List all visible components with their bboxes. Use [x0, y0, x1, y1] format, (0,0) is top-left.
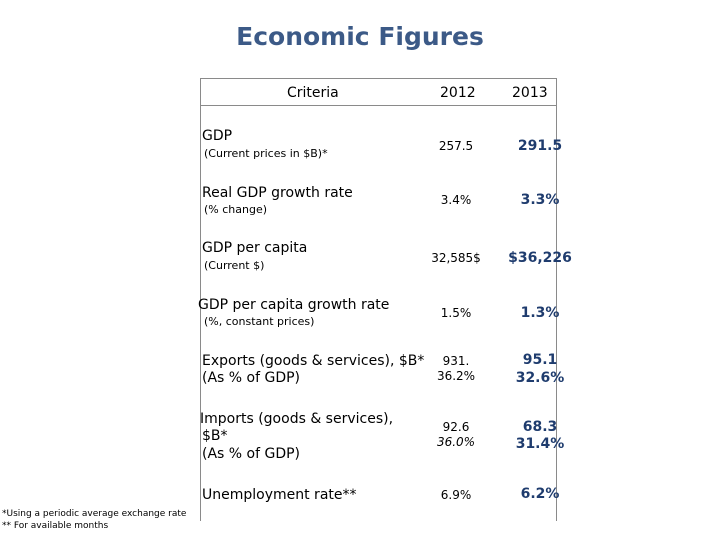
- value-2013-share: 32.6%: [515, 370, 565, 386]
- value-2013: 95.1: [522, 352, 558, 368]
- header-criteria: Criteria: [287, 85, 339, 101]
- row-sublabel: (% change): [204, 203, 268, 216]
- row-label-line1: Exports (goods & services), $B*: [202, 353, 425, 369]
- footnote-available-months: ** For available months: [2, 521, 109, 531]
- value-2012: 1.5%: [440, 306, 472, 320]
- value-2012: 257.5: [438, 139, 474, 153]
- value-2013: 68.3: [522, 419, 558, 435]
- row-label-line3: (As % of GDP): [202, 446, 301, 462]
- value-2013: 6.2%: [520, 486, 560, 502]
- value-2012: 931.: [442, 354, 470, 368]
- value-2013: 1.3%: [520, 305, 560, 321]
- value-2012: 6.9%: [440, 488, 472, 502]
- row-label: Unemployment rate**: [202, 487, 357, 503]
- footnote-exchange-rate: *Using a periodic average exchange rate: [2, 509, 187, 519]
- row-sublabel: (Current $): [204, 259, 265, 272]
- value-2013: 3.3%: [520, 192, 560, 208]
- value-2013: $36,226: [508, 250, 572, 266]
- header-year-2012: 2012: [440, 85, 476, 101]
- table-frame: [200, 78, 557, 521]
- page-title: Economic Figures: [236, 22, 484, 51]
- value-2013-share: 31.4%: [515, 436, 565, 452]
- row-label-line2: $B*: [202, 428, 228, 444]
- value-2012: 32,585$: [431, 251, 481, 265]
- row-sublabel: (Current prices in $B)*: [204, 147, 328, 160]
- header-divider: [200, 105, 557, 106]
- value-2012: 3.4%: [440, 193, 472, 207]
- row-sublabel: (%, constant prices): [204, 315, 315, 328]
- row-label-line2: (As % of GDP): [202, 370, 301, 386]
- row-label: GDP: [202, 128, 233, 144]
- row-label-line1: Imports (goods & services),: [200, 411, 394, 427]
- value-2013: 291.5: [517, 138, 563, 154]
- value-2012-share: 36.0%: [436, 435, 476, 449]
- row-label: GDP per capita: [202, 240, 308, 256]
- value-2012: 92.6: [442, 420, 470, 434]
- row-label: GDP per capita growth rate: [198, 297, 390, 313]
- row-label: Real GDP growth rate: [202, 185, 353, 201]
- value-2012-share: 36.2%: [436, 369, 476, 383]
- header-year-2013: 2013: [512, 85, 548, 101]
